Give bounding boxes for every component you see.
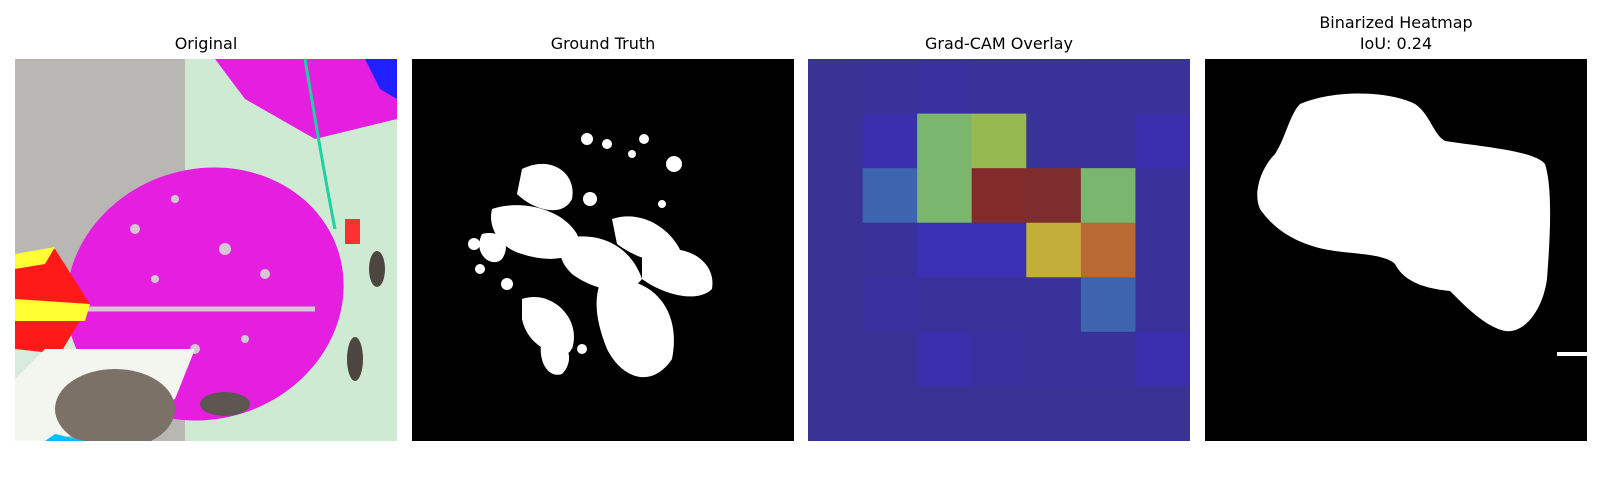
gradcam-cell-r5-c4 <box>1026 331 1082 387</box>
gradcam-cell-r2-c3 <box>971 168 1027 224</box>
gradcam-cell-r0-c3 <box>971 59 1027 115</box>
ground-truth-title: Ground Truth <box>550 34 656 53</box>
original-title: Original <box>174 34 238 53</box>
gradcam-cell-r1-c4 <box>1026 113 1082 169</box>
gradcam-cell-r3-c4 <box>1026 222 1082 278</box>
gradcam-cell-r3-c1 <box>862 222 918 278</box>
gradcam-cell-r2-c0 <box>808 168 864 224</box>
gradcam-cell-r1-c6 <box>1135 113 1190 169</box>
original-image <box>15 59 397 441</box>
binarized-heatmap <box>1205 59 1587 441</box>
gradcam-cell-r2-c4 <box>1026 168 1082 224</box>
gradcam-cell-r4-c6 <box>1135 277 1190 333</box>
gradcam-cell-r6-c6 <box>1135 386 1190 441</box>
iou-label: IoU: 0.24 <box>1359 34 1433 53</box>
gradcam-cell-r4-c1 <box>862 277 918 333</box>
gradcam-cell-r0-c5 <box>1080 59 1136 115</box>
gradcam-overlay-title: Grad-CAM Overlay <box>925 34 1073 53</box>
gradcam-cell-r2-c6 <box>1135 168 1190 224</box>
gradcam-cell-r0-c0 <box>808 59 864 115</box>
gradcam-cell-r0-c1 <box>862 59 918 115</box>
gradcam-cell-r1-c0 <box>808 113 864 169</box>
gradcam-cell-r1-c1 <box>862 113 918 169</box>
gradcam-cell-r2-c2 <box>917 168 973 224</box>
gradcam-cell-r5-c1 <box>862 331 918 387</box>
gradcam-cell-r6-c1 <box>862 386 918 441</box>
gradcam-cell-r5-c2 <box>917 331 973 387</box>
gradcam-cell-r5-c5 <box>1080 331 1136 387</box>
ground-truth-graphic <box>412 59 794 441</box>
gradcam-cell-r2-c1 <box>862 168 918 224</box>
gradcam-cell-r3-c3 <box>971 222 1027 278</box>
gradcam-cell-r1-c3 <box>971 113 1027 169</box>
gradcam-cell-r1-c5 <box>1080 113 1136 169</box>
gradcam-cell-r6-c0 <box>808 386 864 441</box>
gradcam-cell-r2-c5 <box>1080 168 1136 224</box>
gradcam-cell-r4-c3 <box>971 277 1027 333</box>
gradcam-cell-r5-c3 <box>971 331 1027 387</box>
gradcam-cell-r4-c0 <box>808 277 864 333</box>
gradcam-cell-r3-c6 <box>1135 222 1190 278</box>
gradcam-cell-r4-c5 <box>1080 277 1136 333</box>
gradcam-cell-r6-c4 <box>1026 386 1082 441</box>
gradcam-cell-r6-c5 <box>1080 386 1136 441</box>
binarized-heatmap-title: Binarized Heatmap <box>1319 13 1473 32</box>
gradcam-cell-r4-c4 <box>1026 277 1082 333</box>
gradcam-heatmap-grid <box>808 59 1190 441</box>
gradcam-cell-r5-c6 <box>1135 331 1190 387</box>
gradcam-cell-r0-c4 <box>1026 59 1082 115</box>
gradcam-cell-r3-c5 <box>1080 222 1136 278</box>
gradcam-overlay <box>808 59 1190 441</box>
gradcam-cell-r4-c2 <box>917 277 973 333</box>
gradcam-cell-r6-c2 <box>917 386 973 441</box>
gradcam-cell-r5-c0 <box>808 331 864 387</box>
binarized-heatmap-graphic <box>1205 59 1587 441</box>
original-image-graphic <box>15 59 397 441</box>
gradcam-cell-r1-c2 <box>917 113 973 169</box>
gradcam-cell-r6-c3 <box>971 386 1027 441</box>
gradcam-cell-r3-c2 <box>917 222 973 278</box>
gradcam-cell-r0-c2 <box>917 59 973 115</box>
ground-truth-mask <box>412 59 794 441</box>
gradcam-cell-r3-c0 <box>808 222 864 278</box>
gradcam-cell-r0-c6 <box>1135 59 1190 115</box>
